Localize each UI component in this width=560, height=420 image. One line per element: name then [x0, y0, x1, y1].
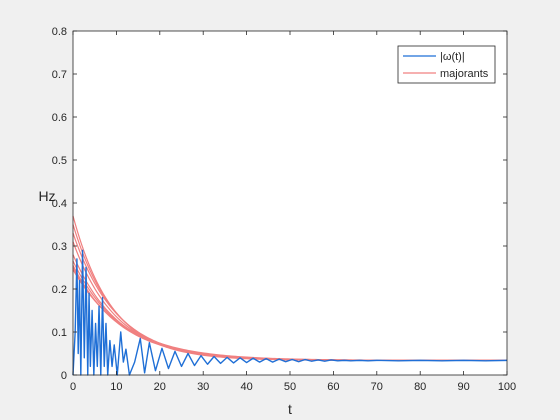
y-axis-label: Hz	[38, 188, 55, 204]
x-tick-label: 70	[371, 381, 383, 393]
legend: |ω(t)| majorants	[397, 45, 496, 84]
x-tick-label: 0	[70, 381, 76, 393]
x-tick-label: 30	[197, 381, 209, 393]
legend-majorants-label: majorants	[440, 68, 489, 80]
x-tick-label: 100	[498, 381, 516, 393]
plot-area	[73, 31, 507, 375]
y-tick-label: 0.2	[52, 284, 67, 296]
x-tick-label: 10	[110, 381, 122, 393]
y-tick-label: 0.6	[52, 112, 67, 124]
y-tick-label: 0.8	[52, 26, 67, 38]
x-tick-label: 40	[240, 381, 252, 393]
x-tick-label: 60	[327, 381, 339, 393]
x-tick-label: 20	[154, 381, 166, 393]
x-tick-label: 80	[414, 381, 426, 393]
y-tick-label: 0.1	[52, 327, 67, 339]
x-tick-label: 50	[284, 381, 296, 393]
omega-line	[72, 249, 508, 376]
x-axis-label: t	[288, 401, 292, 417]
x-tick-label: 90	[457, 381, 469, 393]
legend-box	[397, 45, 496, 84]
y-tick-label: 0.5	[52, 155, 67, 167]
y-tick-label: 0.4	[52, 198, 67, 210]
y-tick-label: 0.7	[52, 69, 67, 81]
y-tick-label: 0	[61, 370, 67, 382]
ticks-layer: 0 10 20 30 40 50 60 70 80 90 100 0 0.1 0.2 0.3 0.4 0.5 0.…	[52, 26, 516, 393]
y-tick-label: 0.3	[52, 241, 67, 253]
series-layer	[72, 215, 508, 376]
legend-omega-label: |ω(t)|	[440, 51, 465, 63]
